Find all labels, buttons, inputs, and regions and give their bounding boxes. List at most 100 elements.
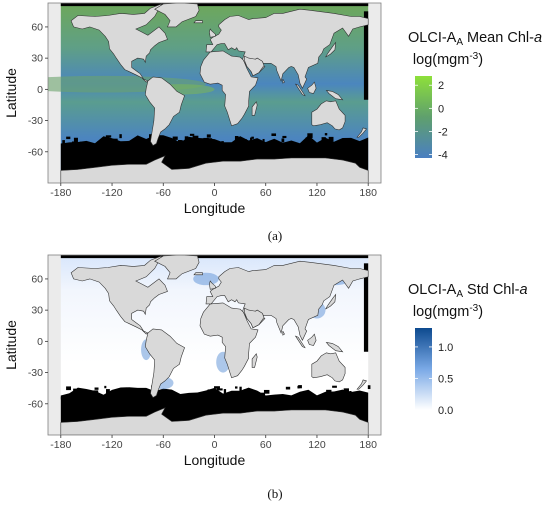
no-data-speckle	[206, 134, 211, 138]
no-data-speckle	[349, 390, 352, 396]
no-data-speckle	[103, 400, 106, 405]
no-data-speckle	[251, 136, 254, 139]
no-data-speckle	[178, 149, 181, 152]
no-data-speckle	[171, 146, 174, 150]
no-data-speckle	[62, 140, 65, 144]
no-data-speckle	[239, 138, 244, 144]
legend-tick-label: 0.5	[438, 373, 453, 385]
no-data-speckle	[207, 389, 213, 393]
no-data-speckle	[284, 397, 289, 402]
x-tick-label: 180	[359, 439, 377, 451]
map-plot-area	[48, 255, 381, 435]
no-data-speckle	[73, 388, 77, 393]
landmass-north-america	[70, 3, 168, 83]
no-data-speckle	[86, 401, 90, 405]
no-data-speckle	[239, 386, 242, 392]
y-tick-label: -30	[28, 115, 43, 127]
landmass-south-america	[144, 76, 185, 146]
no-data-speckle	[349, 144, 356, 147]
y-tick-label: 30	[31, 305, 43, 317]
no-data-speckle	[234, 136, 239, 141]
x-tick-label: -60	[156, 439, 171, 451]
x-axis-title: Longitude	[184, 200, 246, 216]
no-data-speckle	[257, 395, 261, 400]
no-data-speckle	[71, 399, 78, 403]
x-tick-label: -180	[50, 439, 71, 451]
no-data-speckle	[155, 398, 162, 402]
landmass-antarctica	[60, 155, 369, 183]
no-data-speckle	[285, 144, 291, 150]
no-data-speckle	[104, 145, 111, 149]
landmass-new-guinea	[325, 341, 344, 353]
no-data-speckle	[146, 400, 152, 405]
no-data-speckle	[66, 386, 71, 391]
no-data-speckle	[285, 386, 291, 390]
x-tick-label: -180	[50, 187, 71, 199]
y-tick-label: 30	[31, 53, 43, 65]
no-data-speckle	[206, 138, 213, 144]
no-data-speckle	[260, 142, 265, 146]
legend-title: OLCI-AA Std Chl-a	[408, 282, 528, 300]
landmass-japan	[325, 41, 337, 58]
no-data-speckle	[94, 387, 99, 390]
no-data-speckle	[66, 136, 71, 140]
no-data-speckle	[213, 392, 218, 397]
y-tick-label: -60	[28, 398, 43, 410]
landmass-sumatra	[294, 335, 306, 349]
no-data-speckle	[201, 148, 205, 153]
no-data-speckle	[305, 391, 309, 394]
landmass-arabia-persia	[244, 307, 265, 329]
no-data-speckle	[367, 385, 371, 390]
landmass-eurasia	[205, 8, 369, 90]
no-data-speckle	[112, 138, 118, 143]
no-data-speckle	[106, 389, 110, 394]
landmass-madagascar	[251, 353, 258, 368]
landmass-iceland	[193, 20, 203, 24]
x-tick-label: -120	[102, 187, 123, 199]
landmass-africa	[199, 50, 259, 127]
no-data-speckle	[189, 397, 193, 401]
landmass-borneo	[307, 81, 317, 94]
landmass-new-guinea	[325, 89, 344, 101]
x-axis-title: Longitude	[184, 452, 246, 468]
no-data-speckle	[199, 144, 203, 149]
no-data-speckle	[271, 133, 277, 136]
no-data-speckle	[339, 395, 342, 399]
legend-title: OLCI-AA Mean Chl-a	[408, 30, 542, 48]
no-data-speckle	[83, 400, 87, 404]
y-tick-label: -30	[28, 367, 43, 379]
no-data-speckle	[263, 389, 270, 394]
caption-b: (b)	[267, 486, 283, 501]
legend-colorbar	[415, 76, 432, 158]
no-data-speckle	[307, 133, 313, 138]
no-data-speckle	[110, 393, 113, 397]
no-data-speckle	[250, 137, 253, 142]
no-data-speckle	[343, 388, 349, 392]
no-data-speckle	[226, 400, 231, 404]
no-data-speckle	[244, 139, 247, 145]
no-data-speckle	[184, 136, 189, 141]
landmass-new-zealand	[356, 127, 368, 138]
no-data-speckle	[207, 141, 212, 145]
no-data-speckle	[203, 137, 209, 142]
x-tick-label: 120	[308, 439, 326, 451]
landmass-greenland	[154, 255, 200, 280]
no-data-east-edge	[363, 263, 369, 352]
no-data-speckle	[189, 133, 195, 136]
x-tick-label: 60	[260, 187, 272, 199]
y-axis-title: Latitude	[3, 320, 19, 370]
landmass-australia	[311, 352, 346, 383]
no-data-speckle	[104, 385, 107, 389]
no-data-speckle	[237, 144, 244, 148]
no-data-speckle	[191, 138, 194, 144]
no-data-speckle	[221, 395, 226, 400]
no-data-speckle	[241, 391, 247, 396]
x-tick-label: 0	[212, 439, 218, 451]
map-plot-area	[48, 3, 381, 183]
no-data-speckle	[172, 136, 178, 140]
x-tick-label: 60	[260, 439, 272, 451]
no-data-speckle	[306, 393, 311, 397]
coastal-variability	[193, 272, 219, 286]
legend-tick-label: 2	[438, 80, 444, 92]
no-data-speckle	[166, 144, 172, 150]
